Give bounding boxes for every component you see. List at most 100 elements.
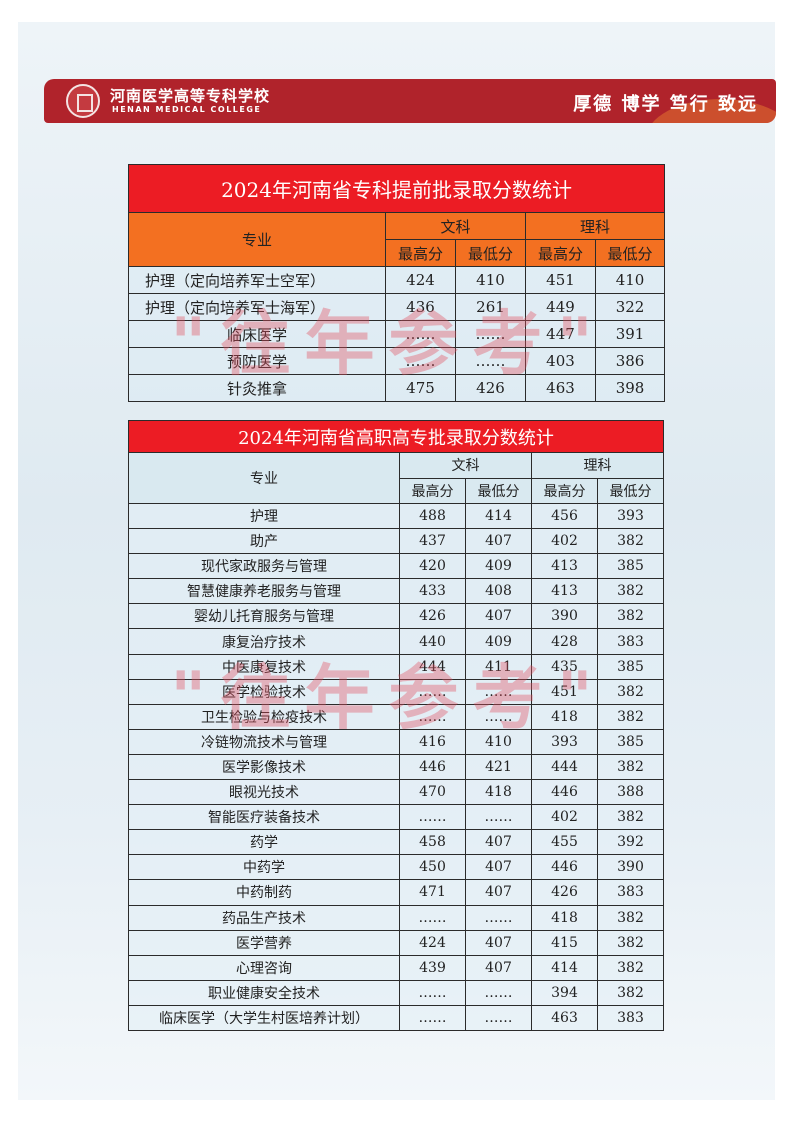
major-cell: 现代家政服务与管理 [128, 553, 400, 580]
table-title: 2024年河南省高职高专批录取分数统计 [127, 420, 665, 453]
science-min-cell: 382 [596, 703, 665, 730]
table-row: 临床医学………… 447 391 [128, 320, 666, 348]
major-cell: 药学 [128, 829, 400, 856]
major-header: 专业 [128, 212, 386, 267]
science-min-cell: 383 [596, 628, 665, 655]
arts-max-cell: …… [399, 703, 466, 730]
major-cell: 助产 [128, 528, 400, 555]
arts-min-cell: …… [465, 979, 532, 1006]
science-min-cell: 398 [594, 374, 666, 402]
table-row: 智慧健康养老服务与管理 433 408 413 382 [128, 578, 665, 605]
science-max-cell: 402 [531, 804, 598, 831]
science-max-cell: 418 [531, 904, 598, 931]
arts-max-cell: 444 [399, 653, 466, 680]
arts-max-cell: 475 [385, 374, 456, 402]
science-max-cell: 428 [531, 628, 598, 655]
major-cell: 中药学 [128, 854, 400, 881]
arts-max-cell: …… [385, 320, 456, 348]
arts-min-cell: 407 [465, 854, 532, 881]
science-min-cell: 382 [596, 954, 665, 981]
major-cell: 临床医学（大学生村医培养计划） [128, 1004, 400, 1031]
major-cell: 冷链物流技术与管理 [128, 728, 400, 755]
table-title: 2024年河南省专科提前批录取分数统计 [127, 164, 666, 213]
major-cell: 职业健康安全技术 [128, 979, 400, 1006]
arts-min-cell: 407 [465, 528, 532, 555]
arts-max-header: 最高分 [399, 477, 466, 504]
major-cell: 中医康复技术 [128, 653, 400, 680]
arts-min-cell: 407 [465, 603, 532, 630]
major-cell: 护理（定向培养军士海军） [128, 293, 386, 321]
arts-min-cell: 409 [465, 628, 532, 655]
table-row: 医学营养 424 407 415 382 [128, 929, 665, 956]
table-row: 预防医学………… 403 386 [128, 347, 666, 375]
school-motto: 厚德 博学 笃行 致远 [573, 94, 758, 115]
arts-header: 文科 [385, 212, 526, 240]
arts-max-cell: 439 [399, 954, 466, 981]
major-cell: 护理 [128, 502, 400, 530]
science-max-cell: 402 [531, 528, 598, 555]
major-header: 专业 [128, 452, 400, 504]
major-cell: 智能医疗装备技术 [128, 804, 400, 831]
table-row: 中药制药 471 407 426 383 [128, 879, 665, 906]
table-row: 药品生产技术………… 418 382 [128, 904, 665, 931]
early-batch-score-table: 2024年河南省专科提前批录取分数统计 专业 文科 理科 最高分 最低分 最高分 最低分 … [127, 164, 666, 402]
arts-min-cell: 407 [465, 879, 532, 906]
table-row: 眼视光技术 470 418 446 388 [128, 779, 665, 806]
table-row: 职业健康安全技术………… 394 382 [128, 979, 665, 1006]
major-cell: 医学检验技术 [128, 678, 400, 705]
science-max-cell: 426 [531, 879, 598, 906]
science-min-cell: 383 [596, 879, 665, 906]
science-min-cell: 382 [596, 904, 665, 931]
major-cell: 心理咨询 [128, 954, 400, 981]
science-max-cell: 456 [531, 502, 598, 530]
science-max-cell: 394 [531, 979, 598, 1006]
arts-max-cell: 424 [399, 929, 466, 956]
science-max-cell: 455 [531, 829, 598, 856]
arts-min-header: 最低分 [455, 239, 526, 267]
science-min-cell: 410 [594, 266, 666, 294]
science-max-cell: 413 [531, 578, 598, 605]
science-min-cell: 382 [596, 929, 665, 956]
arts-max-cell: 420 [399, 553, 466, 580]
science-header: 理科 [530, 452, 665, 479]
arts-min-cell: …… [465, 804, 532, 831]
arts-max-cell: 446 [399, 753, 466, 781]
science-max-cell: 451 [525, 266, 596, 294]
science-min-cell: 390 [596, 854, 665, 881]
science-min-cell: 382 [596, 678, 665, 705]
science-max-cell: 449 [525, 293, 596, 321]
table-row: 护理（定向培养军士海军） 436 261 449 322 [128, 293, 666, 321]
major-cell: 药品生产技术 [128, 904, 400, 931]
science-max-cell: 418 [531, 703, 598, 730]
arts-max-cell: …… [399, 804, 466, 831]
science-max-cell: 451 [531, 678, 598, 705]
school-name-cn: 河南医学高等专科学校 [110, 87, 271, 105]
arts-min-cell: 407 [465, 929, 532, 956]
arts-min-cell: 410 [455, 266, 526, 294]
science-min-cell: 382 [596, 528, 665, 555]
table-row: 智能医疗装备技术………… 402 382 [128, 804, 665, 831]
major-cell: 医学影像技术 [128, 753, 400, 781]
table-row: 现代家政服务与管理 420 409 413 385 [128, 553, 665, 580]
major-cell: 医学营养 [128, 929, 400, 956]
science-max-cell: 390 [531, 603, 598, 630]
science-max-cell: 447 [525, 320, 596, 348]
science-min-cell: 382 [596, 603, 665, 630]
major-cell: 护理（定向培养军士空军） [128, 266, 386, 294]
science-min-cell: 385 [596, 653, 665, 680]
arts-max-cell: …… [399, 678, 466, 705]
table-row: 护理 488 414 456 393 [128, 502, 665, 530]
arts-min-cell: …… [465, 678, 532, 705]
science-min-cell: 382 [596, 804, 665, 831]
arts-max-cell: …… [399, 979, 466, 1006]
vocational-batch-score-table: 2024年河南省高职高专批录取分数统计 专业 文科 理科 最高分 最低分 最高分 最低分 … [127, 420, 665, 1031]
arts-min-cell: 408 [465, 578, 532, 605]
major-cell: 预防医学 [128, 347, 386, 375]
table-row: 中医康复技术 444 411 435 385 [128, 653, 665, 680]
major-cell: 卫生检验与检疫技术 [128, 703, 400, 730]
table-row: 心理咨询 439 407 414 382 [128, 954, 665, 981]
arts-max-cell: 458 [399, 829, 466, 856]
table-row: 助产 437 407 402 382 [128, 528, 665, 555]
major-cell: 康复治疗技术 [128, 628, 400, 655]
arts-max-cell: 426 [399, 603, 466, 630]
